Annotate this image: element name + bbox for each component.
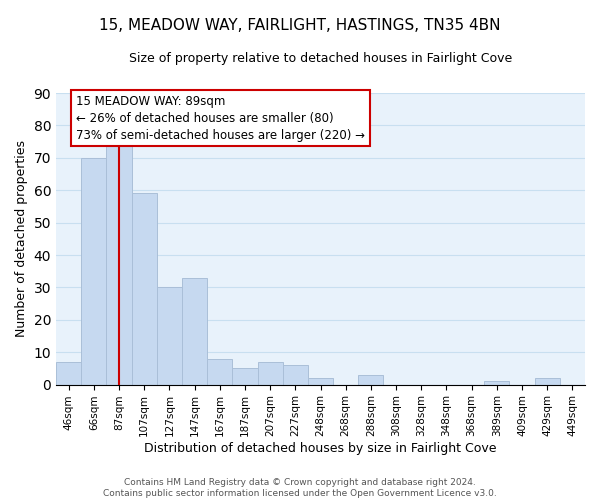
Title: Size of property relative to detached houses in Fairlight Cove: Size of property relative to detached ho…	[129, 52, 512, 66]
Bar	[535, 378, 560, 384]
Bar	[308, 378, 333, 384]
Bar	[106, 142, 131, 384]
Bar	[358, 375, 383, 384]
Bar	[131, 194, 157, 384]
Bar	[182, 278, 207, 384]
Bar	[257, 362, 283, 384]
Bar	[157, 288, 182, 384]
Bar	[81, 158, 106, 384]
Text: 15, MEADOW WAY, FAIRLIGHT, HASTINGS, TN35 4BN: 15, MEADOW WAY, FAIRLIGHT, HASTINGS, TN3…	[99, 18, 501, 32]
Text: Contains HM Land Registry data © Crown copyright and database right 2024.
Contai: Contains HM Land Registry data © Crown c…	[103, 478, 497, 498]
Bar	[283, 365, 308, 384]
Bar	[56, 362, 81, 384]
Bar	[232, 368, 257, 384]
X-axis label: Distribution of detached houses by size in Fairlight Cove: Distribution of detached houses by size …	[144, 442, 497, 455]
Text: 15 MEADOW WAY: 89sqm
← 26% of detached houses are smaller (80)
73% of semi-detac: 15 MEADOW WAY: 89sqm ← 26% of detached h…	[76, 94, 365, 142]
Bar	[207, 358, 232, 384]
Y-axis label: Number of detached properties: Number of detached properties	[15, 140, 28, 338]
Bar	[484, 382, 509, 384]
